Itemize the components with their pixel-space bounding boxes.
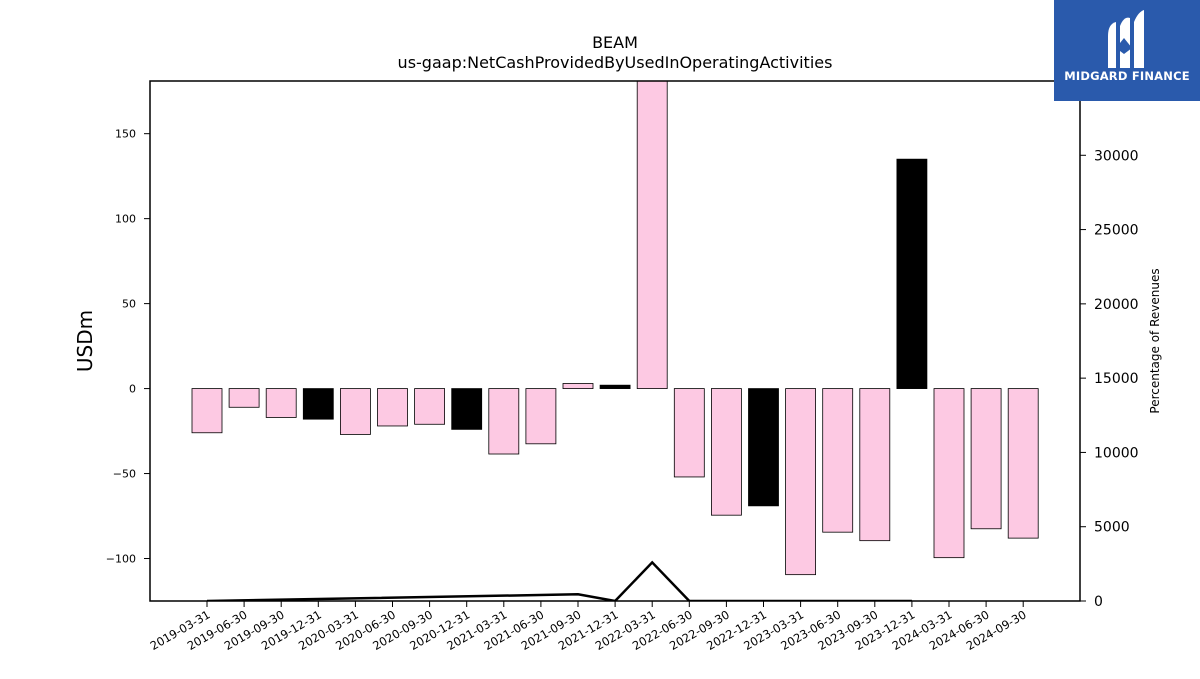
y2-tick-label-15000: 15000 xyxy=(1094,371,1139,387)
logo-text: MIDGARD FINANCE xyxy=(1064,69,1190,83)
bar-2024-09-30 xyxy=(1007,388,1039,539)
bar-2022-03-31 xyxy=(636,81,668,389)
bar-2020-03-31 xyxy=(339,388,371,435)
bar-2019-06-30 xyxy=(228,388,260,408)
y2-tick-label-0: 0 xyxy=(1094,594,1103,610)
y2-tick-label-20000: 20000 xyxy=(1094,297,1139,313)
bar-2021-09-30 xyxy=(562,383,594,389)
y-tick-label-150: 150 xyxy=(115,128,136,141)
y2-tick-label-25000: 25000 xyxy=(1094,223,1139,239)
bar-2023-09-30 xyxy=(859,388,891,542)
chart-subtitle: us-gaap:NetCashProvidedByUsedInOperating… xyxy=(398,53,833,72)
bar-2022-12-31 xyxy=(748,388,779,507)
midgard-finance-logo: MIDGARD FINANCE xyxy=(1054,0,1200,101)
percentage-line xyxy=(206,560,912,601)
y2-axis-label: Percentage of Revenues xyxy=(1148,268,1162,413)
bar-2019-03-31 xyxy=(191,388,223,434)
y-tick-label--50: −50 xyxy=(113,468,136,481)
y-tick-label-0: 0 xyxy=(129,383,136,396)
logo-mark-icon xyxy=(1108,10,1144,68)
bar-2022-09-30 xyxy=(711,388,742,516)
bar-2021-03-31 xyxy=(488,388,520,455)
y2-tick-label-10000: 10000 xyxy=(1094,445,1139,461)
bar-2020-09-30 xyxy=(414,388,446,425)
chart-title: BEAM xyxy=(592,33,638,52)
bar-2023-12-31 xyxy=(896,158,928,389)
bar-2021-06-30 xyxy=(525,388,557,445)
y-tick-label--100: −100 xyxy=(106,553,136,566)
y-tick-label-100: 100 xyxy=(115,213,136,226)
y-axis-label: USDm xyxy=(73,310,97,372)
y2-tick-label-30000: 30000 xyxy=(1094,148,1139,164)
bar-2022-06-30 xyxy=(673,388,705,478)
y2-tick-label-5000: 5000 xyxy=(1094,520,1130,536)
y-tick-label-50: 50 xyxy=(122,298,136,311)
bar-2024-06-30 xyxy=(970,388,1002,530)
bar-2019-09-30 xyxy=(265,388,297,418)
bar-2021-12-31 xyxy=(599,384,631,389)
bar-2024-03-31 xyxy=(933,388,965,559)
bar-2020-06-30 xyxy=(377,388,408,427)
bar-2023-06-30 xyxy=(822,388,854,533)
bar-2020-12-31 xyxy=(451,388,483,430)
bar-2019-12-31 xyxy=(302,388,334,420)
bar-2023-03-31 xyxy=(785,388,816,576)
